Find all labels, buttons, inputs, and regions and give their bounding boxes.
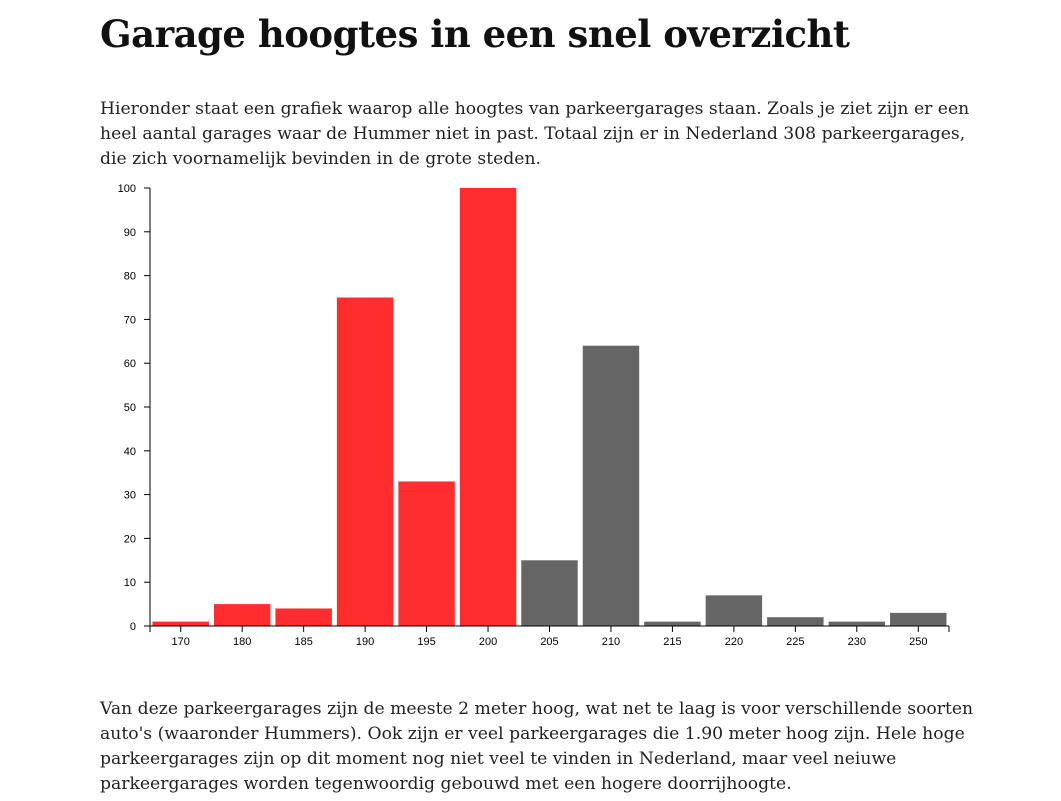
- y-tick-label: 30: [124, 490, 136, 502]
- bar-180: [213, 604, 271, 626]
- y-tick-label: 10: [124, 577, 136, 589]
- outro-paragraph: Van deze parkeergarages zijn de meeste 2…: [100, 699, 974, 795]
- bar-195: [398, 481, 455, 626]
- bar-200: [459, 188, 517, 626]
- bar-215: [644, 621, 701, 626]
- bar-230: [828, 621, 886, 626]
- y-tick-label: 20: [124, 533, 136, 545]
- x-tick-label-205: 205: [540, 636, 558, 648]
- y-tick-label: 100: [118, 183, 136, 195]
- bar-220: [705, 595, 763, 626]
- y-axis: 0 10 20 30 40 50 60 70 80 90 100: [118, 183, 151, 633]
- x-axis: 170 180 185 190 195 200 205 210 215 220 225 230 250: [144, 625, 950, 648]
- x-tick-label-230: 230: [848, 636, 866, 648]
- bar-205: [521, 560, 578, 626]
- bar-250: [890, 612, 947, 626]
- y-tick-label: 0: [130, 621, 136, 633]
- bar-185: [275, 608, 332, 626]
- x-tick-label-200: 200: [479, 636, 497, 648]
- x-tick-label-250: 250: [909, 636, 927, 648]
- y-tick-label: 50: [124, 402, 136, 414]
- y-tick-label: 90: [124, 227, 136, 239]
- y-tick-label: 40: [124, 446, 136, 458]
- y-tick-label: 80: [124, 271, 136, 283]
- x-tick-label-185: 185: [294, 636, 312, 648]
- bars-group: [152, 188, 947, 626]
- y-tick-label: 60: [124, 358, 136, 370]
- x-tick-label-215: 215: [663, 636, 681, 648]
- x-tick-label-190: 190: [356, 636, 374, 648]
- x-tick-label-180: 180: [233, 636, 251, 648]
- page-title: Garage hoogtes in een snel overzicht: [100, 12, 850, 56]
- bar-225: [767, 617, 824, 626]
- x-tick-label-220: 220: [725, 636, 743, 648]
- x-tick-label-170: 170: [172, 636, 190, 648]
- intro-paragraph: Hieronder staat een grafiek waarop alle …: [100, 99, 970, 170]
- bar-190: [336, 297, 394, 626]
- bar-chart: 0 10 20 30 40 50 60 70 80 90 100 170 180 185 190 195 20…: [118, 183, 950, 648]
- y-tick-label: 70: [124, 314, 136, 326]
- x-tick-label-195: 195: [417, 636, 435, 648]
- bar-170: [152, 621, 209, 626]
- x-tick-label-225: 225: [786, 636, 804, 648]
- x-tick-label-210: 210: [602, 636, 620, 648]
- bar-210: [582, 345, 640, 626]
